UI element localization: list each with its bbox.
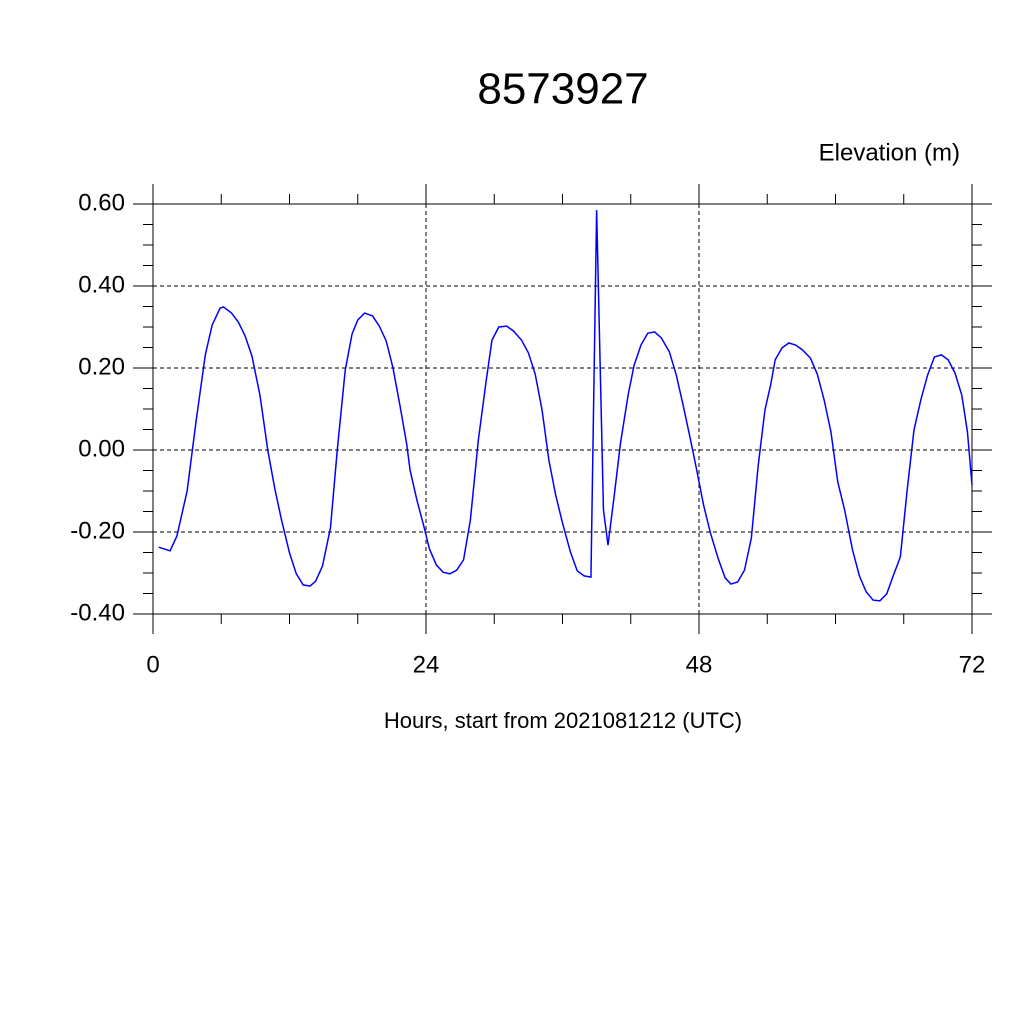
plot-frame — [152, 203, 973, 615]
y-tick-label: 0.40 — [78, 271, 125, 298]
x-tick-label: 0 — [146, 651, 159, 678]
y-axis-title: Elevation (m) — [819, 139, 960, 166]
y-tick-label: -0.40 — [70, 599, 125, 626]
x-tick-label: 48 — [686, 651, 713, 678]
chart-title: 8573927 — [477, 65, 648, 114]
y-tick-label: 0.00 — [78, 435, 125, 462]
data-line — [158, 210, 973, 602]
x-axis-title: Hours, start from 2021081212 (UTC) — [384, 708, 742, 733]
y-tick-label: -0.20 — [70, 517, 125, 544]
y-tick-label: 0.60 — [78, 189, 125, 216]
x-tick-label: 72 — [959, 651, 986, 678]
x-tick-label: 24 — [413, 651, 440, 678]
y-tick-label: 0.20 — [78, 353, 125, 380]
